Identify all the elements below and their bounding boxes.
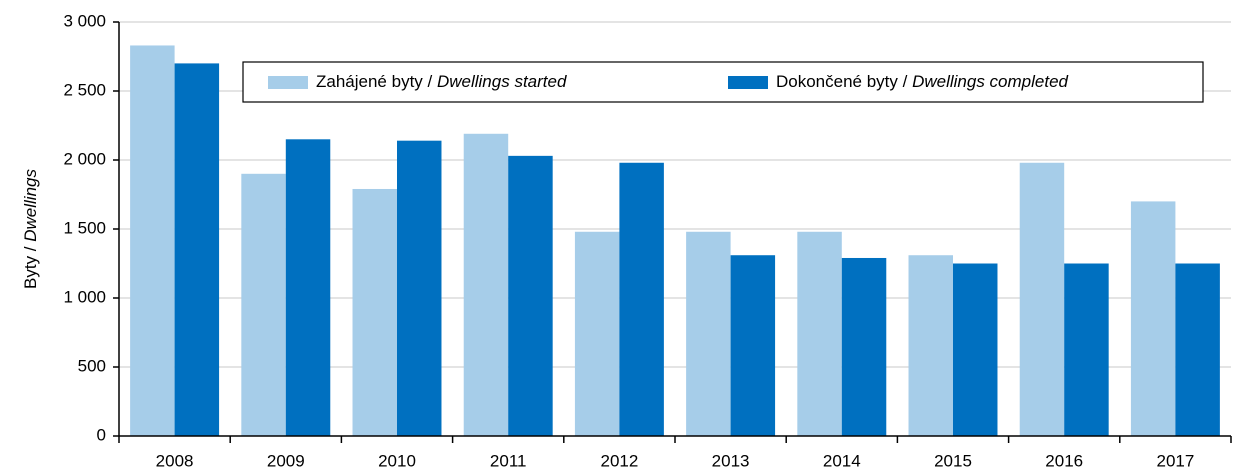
- legend-label: Dokončené byty / Dwellings completed: [776, 72, 1069, 91]
- bar: [1019, 162, 1065, 436]
- x-tick-label: 2008: [156, 451, 194, 470]
- bar: [1064, 263, 1109, 436]
- x-tick-label: 2013: [712, 451, 750, 470]
- bar: [619, 162, 664, 436]
- bar: [352, 188, 397, 436]
- x-tick-label: 2015: [934, 451, 972, 470]
- bar: [463, 133, 509, 436]
- bar: [574, 231, 620, 436]
- legend-swatch: [268, 76, 308, 89]
- bar: [841, 257, 887, 436]
- bar: [130, 45, 175, 437]
- bar: [908, 255, 953, 436]
- x-tick-label: 2017: [1156, 451, 1194, 470]
- y-tick-label: 2 500: [63, 80, 106, 99]
- bar: [508, 155, 553, 437]
- y-tick-label: 500: [78, 356, 106, 375]
- x-tick-label: 2012: [600, 451, 638, 470]
- bar: [1175, 263, 1220, 436]
- bar: [730, 255, 776, 436]
- bar: [686, 231, 731, 436]
- x-tick-label: 2011: [490, 451, 527, 470]
- x-tick-label: 2009: [267, 451, 305, 470]
- bar: [241, 173, 286, 437]
- y-tick-label: 0: [97, 425, 106, 444]
- y-tick-label: 1 500: [63, 218, 106, 237]
- bar: [797, 231, 842, 436]
- bar: [174, 63, 220, 437]
- legend-swatch: [728, 76, 768, 89]
- x-tick-label: 2010: [378, 451, 416, 470]
- bar: [285, 139, 331, 437]
- x-tick-label: 2014: [823, 451, 861, 470]
- bar: [953, 263, 998, 436]
- y-tick-label: 2 000: [63, 149, 106, 168]
- y-axis-label: Byty / Dwellings: [21, 169, 40, 289]
- y-tick-label: 3 000: [63, 11, 106, 30]
- bar: [1130, 201, 1176, 436]
- bar: [397, 140, 442, 436]
- legend-label: Zahájené byty / Dwellings started: [316, 72, 567, 91]
- legend-box: [242, 61, 1204, 103]
- y-tick-label: 1 000: [63, 287, 106, 306]
- x-tick-label: 2016: [1045, 451, 1083, 470]
